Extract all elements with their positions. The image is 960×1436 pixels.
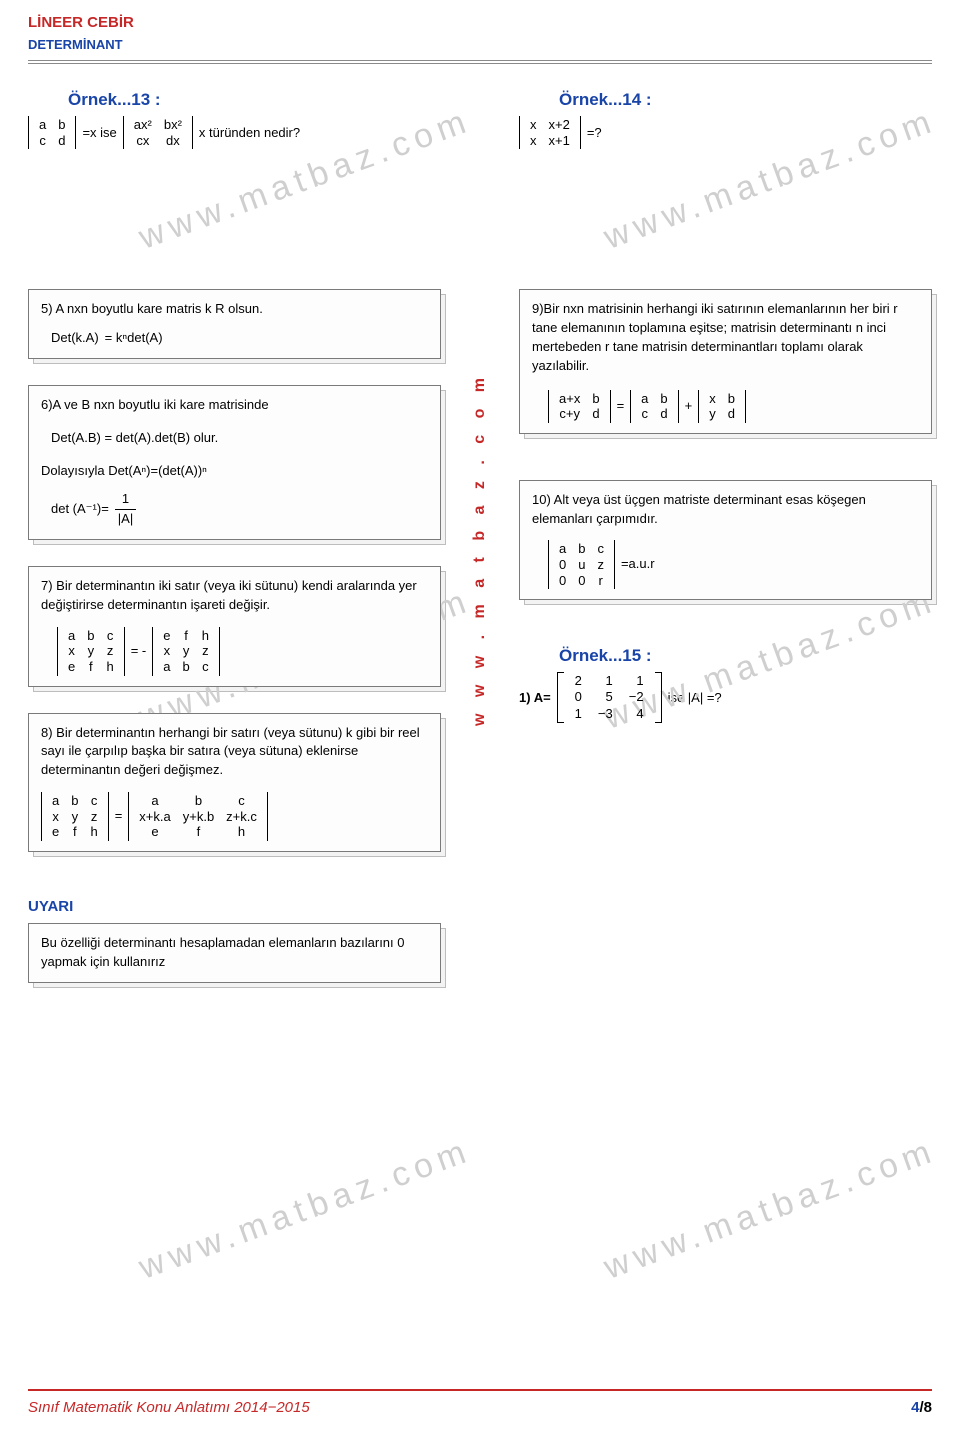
example-13-body: abcd =x ise ax²bx²cxdx x türünden nedir? bbox=[28, 116, 441, 149]
spacer bbox=[28, 189, 441, 289]
rule-5-eqn: Det(k.A) = kⁿdet(A) bbox=[51, 329, 428, 348]
rule-7-box: 7) Bir determinantın iki satır (veya iki… bbox=[28, 566, 441, 686]
footer-bar: Sınıf Matematik Konu Anlatımı 2014−2015 … bbox=[28, 1399, 932, 1416]
fraction-1-over-A: 1 |A| bbox=[115, 490, 136, 529]
ex15-lead: 1) A= bbox=[519, 690, 551, 705]
page: LİNEER CEBİR DETERMİNANT www.matbaz.com w… bbox=[0, 0, 960, 1356]
rule-5-box: 5) A nxn boyutlu kare matris k R olsun. … bbox=[28, 289, 441, 359]
text-turunden: x türünden nedir? bbox=[199, 125, 300, 140]
right-column: Örnek...14 : xx+2 xx+1 =? 9)Bir nxn matr… bbox=[519, 90, 932, 1009]
footer-rule bbox=[28, 1389, 932, 1391]
rule-7-text: 7) Bir determinantın iki satır (veya iki… bbox=[41, 577, 428, 615]
example-13: Örnek...13 : abcd =x ise ax²bx²cxdx x tü… bbox=[68, 90, 441, 149]
rule-8-lhs: abc xyz efh bbox=[41, 792, 109, 841]
rule-8-rhs: abc x+k.ay+k.bz+k.c efh bbox=[128, 792, 268, 841]
rule-6-box: 6)A ve B nxn boyutlu iki kare matrisinde… bbox=[28, 385, 441, 540]
rule-10-tail: =a.u.r bbox=[621, 555, 655, 574]
topic-title: LİNEER CEBİR bbox=[28, 14, 932, 31]
rule-9-eq: = bbox=[617, 397, 625, 416]
example-14-title: Örnek...14 : bbox=[559, 90, 932, 110]
rule-6-inv-lhs: det (A⁻¹)= bbox=[51, 500, 109, 519]
rule-6-inv: det (A⁻¹)= 1 |A| bbox=[51, 490, 428, 529]
rule-10-text: 10) Alt veya üst üçgen matriste determin… bbox=[532, 491, 919, 529]
example-15-title: Örnek...15 : bbox=[559, 646, 932, 666]
rule-10-box: 10) Alt veya üst üçgen matriste determin… bbox=[519, 480, 932, 600]
example-14-body: xx+2 xx+1 =? bbox=[519, 116, 932, 149]
rule-8-text: 8) Bir determinantın herhangi bir satırı… bbox=[41, 724, 428, 781]
rule-9-m1: ab cd bbox=[630, 390, 678, 423]
rule-9-box: 9)Bir nxn matrisinin herhangi iki satırı… bbox=[519, 289, 932, 434]
left-column: Örnek...13 : abcd =x ise ax²bx²cxdx x tü… bbox=[28, 90, 441, 1009]
rule-9-lhs: a+xb c+yd bbox=[548, 390, 611, 423]
column-separator: w w w . m a t b a z . c o m bbox=[471, 90, 489, 1009]
rule-5-line1: 5) A nxn boyutlu kare matris k R olsun. bbox=[41, 300, 428, 319]
separator-text: w w w . m a t b a z . c o m bbox=[471, 372, 489, 726]
det-ax-bx: ax²bx²cxdx bbox=[123, 116, 193, 149]
rule-6-line1: Det(A.B) = det(A).det(B) olur. bbox=[51, 429, 428, 448]
rule-7-eqn: abc xyz efh = - efh xyz abc bbox=[57, 627, 428, 676]
spacer bbox=[519, 189, 932, 289]
rule-5-lhs: Det(k.A) bbox=[51, 329, 99, 348]
rule-8-eqn: abc xyz efh = abc x+k.ay+k.bz+k.c efh bbox=[41, 792, 428, 841]
subtopic-title: DETERMİNANT bbox=[28, 37, 932, 52]
watermark: www.matbaz.com bbox=[134, 1131, 477, 1287]
rule-7-rhs: efh xyz abc bbox=[152, 627, 220, 676]
footer: Sınıf Matematik Konu Anlatımı 2014−2015 … bbox=[0, 1389, 960, 1436]
rule-6-line2: Dolayısıyla Det(Aⁿ)=(det(A))ⁿ bbox=[41, 462, 428, 481]
rule-9-text: 9)Bir nxn matrisinin herhangi iki satırı… bbox=[532, 300, 919, 375]
uyari-text: Bu özelliği determinantı hesaplamadan el… bbox=[41, 934, 428, 972]
example-15: Örnek...15 : 1) A= 211 05−2 1−34 ise |A|… bbox=[559, 646, 932, 723]
ex15-tail: ise |A| =? bbox=[668, 690, 722, 705]
text-ex14-q: =? bbox=[587, 125, 602, 140]
rule-8-box: 8) Bir determinantın herhangi bir satırı… bbox=[28, 713, 441, 852]
watermark: www.matbaz.com bbox=[599, 1131, 942, 1287]
example-14: Örnek...14 : xx+2 xx+1 =? bbox=[559, 90, 932, 149]
rule-5-rhs: = kⁿdet(A) bbox=[105, 329, 163, 348]
header-rule bbox=[28, 60, 932, 64]
rule-9-eqn: a+xb c+yd = ab cd + xb yd bbox=[548, 390, 919, 423]
example-15-body: 1) A= 211 05−2 1−34 ise |A| =? bbox=[519, 672, 932, 723]
rule-8-mid: = bbox=[115, 807, 123, 826]
footer-left: Sınıf Matematik Konu Anlatımı 2014−2015 bbox=[28, 1399, 310, 1416]
rule-9-m2: xb yd bbox=[698, 390, 746, 423]
spacer bbox=[28, 878, 441, 898]
rule-9-plus: + bbox=[685, 397, 693, 416]
rule-6-title: 6)A ve B nxn boyutlu iki kare matrisinde bbox=[41, 396, 428, 415]
rule-7-mid: = - bbox=[131, 642, 147, 661]
spacer bbox=[519, 626, 932, 646]
rule-10-m: abc 0uz 00r bbox=[548, 540, 615, 589]
two-column-content: Örnek...13 : abcd =x ise ax²bx²cxdx x tü… bbox=[28, 90, 932, 1009]
rule-7-lhs: abc xyz efh bbox=[57, 627, 125, 676]
page-number: 4/8 bbox=[911, 1399, 932, 1416]
uyari-box: Bu özelliği determinantı hesaplamadan el… bbox=[28, 923, 441, 983]
spacer bbox=[519, 460, 932, 480]
text-xise: =x ise bbox=[82, 125, 116, 140]
rule-10-eqn: abc 0uz 00r =a.u.r bbox=[548, 540, 919, 589]
uyari-title: UYARI bbox=[28, 898, 441, 915]
example-13-title: Örnek...13 : bbox=[68, 90, 441, 110]
det-ex14: xx+2 xx+1 bbox=[519, 116, 581, 149]
det-ab-cd: abcd bbox=[28, 116, 76, 149]
ex15-matrix: 211 05−2 1−34 bbox=[557, 672, 662, 723]
page-total: 8 bbox=[924, 1399, 932, 1416]
